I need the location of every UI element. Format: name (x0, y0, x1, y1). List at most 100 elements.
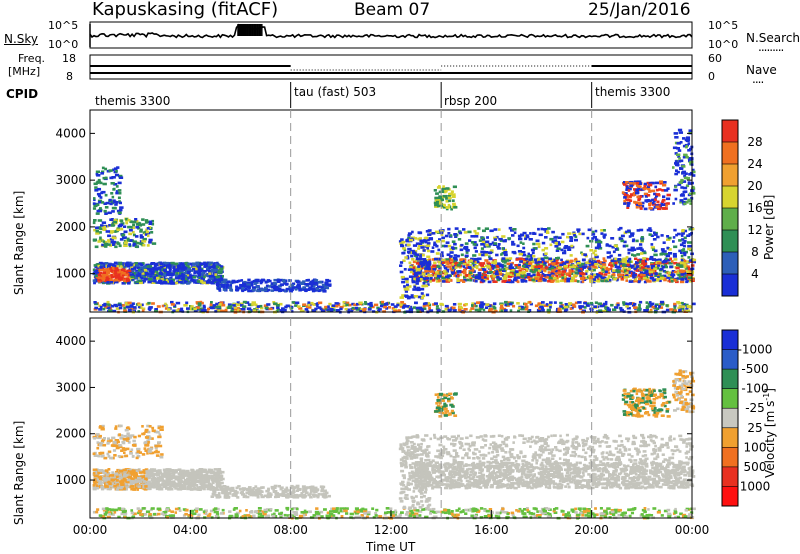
heatmap-cell (467, 261, 471, 264)
heatmap-cell (304, 308, 309, 311)
heatmap-cell (432, 303, 436, 306)
heatmap-cell (438, 258, 443, 261)
heatmap-cell (447, 227, 451, 231)
heatmap-cell (133, 306, 137, 309)
heatmap-cell (683, 176, 688, 180)
heatmap-cell (618, 269, 623, 273)
heatmap-cell (574, 266, 578, 270)
heatmap-cell (493, 306, 497, 310)
heatmap-cell (405, 280, 409, 283)
heatmap-cell (410, 294, 414, 297)
heatmap-cell (423, 239, 427, 242)
heatmap-cell (685, 155, 689, 159)
heatmap-cell (445, 270, 450, 273)
heatmap-cell (120, 304, 124, 307)
heatmap-cell (150, 469, 154, 472)
heatmap-cell (165, 468, 169, 471)
heatmap-cell (598, 264, 603, 268)
heatmap-cell (148, 222, 152, 225)
heatmap-cell (513, 271, 517, 275)
heatmap-cell (418, 237, 422, 240)
heatmap-cell (502, 239, 507, 243)
heatmap-cell (181, 476, 186, 479)
heatmap-cell (298, 307, 303, 310)
heatmap-cell (680, 159, 684, 163)
heatmap-cell (688, 227, 692, 231)
heatmap-cell (302, 288, 307, 291)
heatmap-cell (626, 263, 630, 267)
heatmap-cell (590, 272, 594, 276)
heatmap-cell (414, 237, 418, 240)
heatmap-cell (162, 269, 167, 272)
heatmap-cell (564, 303, 568, 306)
heatmap-cell (478, 253, 482, 256)
heatmap-cell (424, 267, 429, 270)
heatmap-cell (220, 265, 224, 268)
heatmap-cell (664, 264, 668, 268)
heatmap-cell (605, 243, 609, 246)
heatmap-cell (614, 306, 619, 309)
heatmap-cell (141, 239, 146, 243)
heatmap-cell (405, 288, 410, 291)
heatmap-cell (682, 180, 687, 183)
heatmap-cell (112, 200, 117, 204)
heatmap-cell (597, 261, 601, 264)
heatmap-cell (642, 274, 648, 277)
heatmap-cell (458, 305, 462, 309)
heatmap-cell (663, 189, 669, 192)
heatmap-cell (243, 284, 248, 288)
heatmap-cell (643, 207, 648, 211)
heatmap-cell (373, 303, 379, 307)
heatmap-cell (464, 247, 469, 251)
heatmap-cell (480, 265, 486, 269)
heatmap-cell (567, 232, 572, 235)
heatmap-cell (463, 278, 468, 282)
heatmap-cell (517, 306, 521, 310)
heatmap-cell (433, 241, 436, 245)
heatmap-cell (119, 206, 124, 209)
heatmap-cell (215, 302, 219, 306)
heatmap-cell (513, 278, 518, 282)
heatmap-cell (448, 257, 452, 261)
heatmap-cell (503, 251, 506, 254)
heatmap-cell (555, 309, 559, 313)
heatmap-cell (351, 306, 355, 310)
heatmap-cell (122, 279, 128, 282)
heatmap-cell (243, 280, 247, 284)
heatmap-cell (130, 304, 134, 307)
heatmap-cell (471, 304, 474, 307)
heatmap-cell (532, 254, 536, 258)
heatmap-cell (98, 194, 102, 198)
heatmap-cell (94, 278, 98, 282)
heatmap-cell (685, 260, 689, 264)
heatmap-cell (680, 258, 684, 262)
heatmap-cell (143, 269, 148, 272)
heatmap-cell (235, 286, 239, 290)
heatmap-cell (124, 264, 130, 267)
heatmap-cell (132, 278, 135, 281)
heatmap-cell (190, 278, 193, 282)
heatmap-cell (496, 245, 500, 249)
heatmap-cell (186, 272, 191, 275)
heatmap-cell (687, 198, 692, 202)
heatmap-cell (457, 238, 462, 241)
heatmap-cell (380, 304, 385, 308)
heatmap-cell (655, 307, 660, 310)
heatmap-cell (401, 294, 406, 297)
heatmap-cell (128, 264, 131, 268)
heatmap-cell (113, 269, 118, 273)
heatmap-cell (204, 262, 208, 266)
heatmap-cell (527, 252, 531, 256)
heatmap-cell (170, 273, 175, 276)
heatmap-cell (198, 275, 202, 279)
heatmap-cell (619, 261, 624, 264)
heatmap-cell (140, 276, 144, 280)
heatmap-cell (403, 285, 406, 288)
heatmap-cell (128, 308, 132, 312)
heatmap-cell (678, 263, 683, 267)
heatmap-cell (451, 263, 455, 266)
heatmap-cell (129, 483, 134, 486)
heatmap-cell (209, 277, 214, 281)
heatmap-cell (471, 302, 475, 305)
heatmap-cell (625, 230, 628, 234)
